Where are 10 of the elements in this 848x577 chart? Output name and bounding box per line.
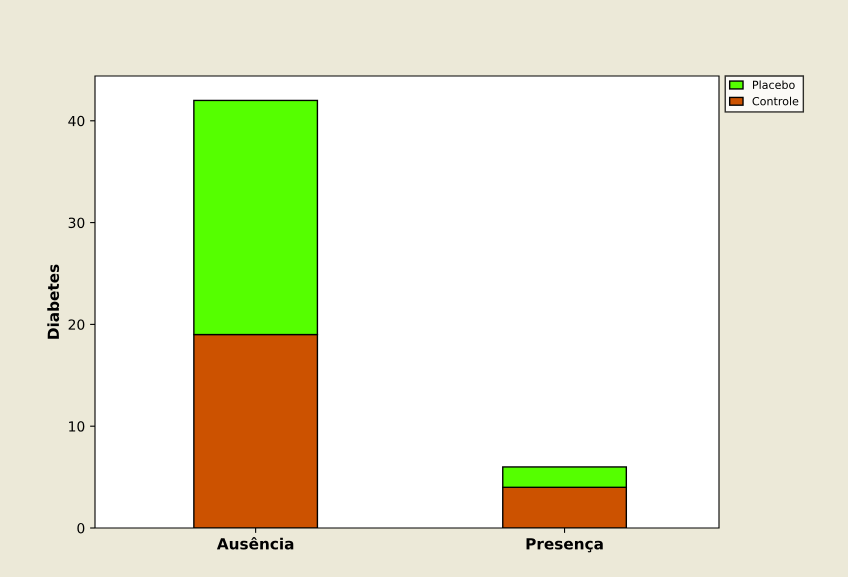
legend-label: Controle	[752, 96, 798, 106]
y-tick-label: 20	[68, 319, 84, 330]
legend-label: Placebo	[752, 80, 795, 90]
y-tick-label: 10	[69, 421, 84, 432]
y-tick-label: 40	[68, 116, 84, 126]
x-tick-label: Presença	[526, 538, 603, 552]
y-axis-title: Diabetes	[47, 264, 60, 339]
y-tick-label: 0	[77, 522, 84, 534]
x-tick-label: Ausência	[216, 537, 294, 550]
y-tick-label: 30	[68, 218, 84, 228]
